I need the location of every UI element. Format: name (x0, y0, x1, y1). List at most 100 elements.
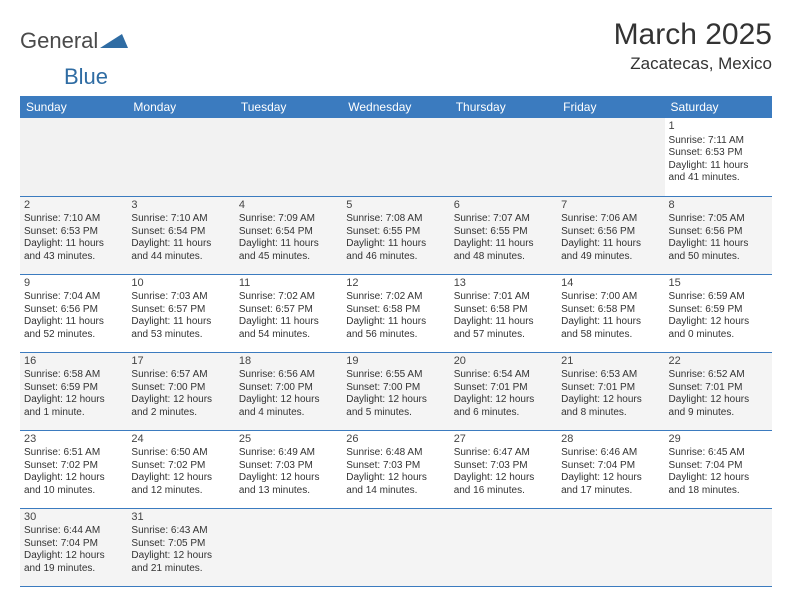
daylight-line1: Daylight: 12 hours (669, 472, 768, 485)
sunrise-line: Sunrise: 7:08 AM (346, 213, 445, 226)
day-number: 7 (561, 199, 660, 213)
calendar-day-cell: 20Sunrise: 6:54 AMSunset: 7:01 PMDayligh… (450, 352, 557, 430)
daylight-line2: and 41 minutes. (669, 172, 768, 185)
calendar-week-row: 1Sunrise: 7:11 AMSunset: 6:53 PMDaylight… (20, 118, 772, 196)
calendar-day-cell: 4Sunrise: 7:09 AMSunset: 6:54 PMDaylight… (235, 196, 342, 274)
daylight-line1: Daylight: 11 hours (669, 160, 768, 173)
sunset-line: Sunset: 7:04 PM (24, 538, 123, 551)
day-number: 29 (669, 433, 768, 447)
day-number: 14 (561, 277, 660, 291)
sunrise-line: Sunrise: 6:50 AM (131, 447, 230, 460)
logo: General (20, 18, 128, 54)
calendar-day-cell: 8Sunrise: 7:05 AMSunset: 6:56 PMDaylight… (665, 196, 772, 274)
daylight-line2: and 2 minutes. (131, 407, 230, 420)
daylight-line2: and 52 minutes. (24, 329, 123, 342)
sunrise-line: Sunrise: 7:05 AM (669, 213, 768, 226)
calendar-day-cell: 31Sunrise: 6:43 AMSunset: 7:05 PMDayligh… (127, 508, 234, 586)
daylight-line2: and 45 minutes. (239, 251, 338, 264)
calendar-day-cell: 18Sunrise: 6:56 AMSunset: 7:00 PMDayligh… (235, 352, 342, 430)
daylight-line1: Daylight: 12 hours (346, 472, 445, 485)
daylight-line2: and 57 minutes. (454, 329, 553, 342)
day-number: 10 (131, 277, 230, 291)
day-number: 12 (346, 277, 445, 291)
day-number: 30 (24, 511, 123, 525)
daylight-line1: Daylight: 12 hours (131, 550, 230, 563)
day-number: 18 (239, 355, 338, 369)
daylight-line2: and 53 minutes. (131, 329, 230, 342)
calendar-day-cell: 24Sunrise: 6:50 AMSunset: 7:02 PMDayligh… (127, 430, 234, 508)
logo-triangle-icon (100, 32, 128, 53)
calendar-day-cell: 16Sunrise: 6:58 AMSunset: 6:59 PMDayligh… (20, 352, 127, 430)
sunrise-line: Sunrise: 7:07 AM (454, 213, 553, 226)
sunset-line: Sunset: 7:01 PM (561, 382, 660, 395)
daylight-line2: and 1 minute. (24, 407, 123, 420)
calendar-week-row: 16Sunrise: 6:58 AMSunset: 6:59 PMDayligh… (20, 352, 772, 430)
daylight-line1: Daylight: 12 hours (346, 394, 445, 407)
sunrise-line: Sunrise: 6:49 AM (239, 447, 338, 460)
sunrise-line: Sunrise: 7:04 AM (24, 291, 123, 304)
sunrise-line: Sunrise: 6:59 AM (669, 291, 768, 304)
daylight-line2: and 13 minutes. (239, 485, 338, 498)
calendar-day-cell: 17Sunrise: 6:57 AMSunset: 7:00 PMDayligh… (127, 352, 234, 430)
daylight-line1: Daylight: 11 hours (454, 238, 553, 251)
sunrise-line: Sunrise: 6:44 AM (24, 525, 123, 538)
sunset-line: Sunset: 7:03 PM (454, 460, 553, 473)
daylight-line1: Daylight: 12 hours (561, 394, 660, 407)
calendar-day-cell: 14Sunrise: 7:00 AMSunset: 6:58 PMDayligh… (557, 274, 664, 352)
calendar-day-cell: 26Sunrise: 6:48 AMSunset: 7:03 PMDayligh… (342, 430, 449, 508)
day-number: 2 (24, 199, 123, 213)
daylight-line1: Daylight: 11 hours (131, 238, 230, 251)
daylight-line1: Daylight: 11 hours (346, 316, 445, 329)
daylight-line2: and 49 minutes. (561, 251, 660, 264)
calendar-day-cell: 6Sunrise: 7:07 AMSunset: 6:55 PMDaylight… (450, 196, 557, 274)
weekday-header: Saturday (665, 96, 772, 118)
sunset-line: Sunset: 6:56 PM (669, 226, 768, 239)
sunset-line: Sunset: 6:59 PM (669, 304, 768, 317)
day-number: 11 (239, 277, 338, 291)
sunset-line: Sunset: 7:04 PM (669, 460, 768, 473)
daylight-line1: Daylight: 11 hours (454, 316, 553, 329)
daylight-line1: Daylight: 11 hours (131, 316, 230, 329)
calendar-day-cell: 5Sunrise: 7:08 AMSunset: 6:55 PMDaylight… (342, 196, 449, 274)
daylight-line1: Daylight: 12 hours (669, 394, 768, 407)
daylight-line2: and 19 minutes. (24, 563, 123, 576)
daylight-line2: and 12 minutes. (131, 485, 230, 498)
daylight-line1: Daylight: 11 hours (24, 238, 123, 251)
day-number: 19 (346, 355, 445, 369)
sunrise-line: Sunrise: 6:57 AM (131, 369, 230, 382)
sunset-line: Sunset: 7:01 PM (454, 382, 553, 395)
daylight-line2: and 16 minutes. (454, 485, 553, 498)
calendar-week-row: 9Sunrise: 7:04 AMSunset: 6:56 PMDaylight… (20, 274, 772, 352)
daylight-line1: Daylight: 12 hours (24, 472, 123, 485)
daylight-line2: and 5 minutes. (346, 407, 445, 420)
calendar-day-cell: 1Sunrise: 7:11 AMSunset: 6:53 PMDaylight… (665, 118, 772, 196)
daylight-line1: Daylight: 11 hours (346, 238, 445, 251)
sunrise-line: Sunrise: 6:43 AM (131, 525, 230, 538)
daylight-line1: Daylight: 12 hours (454, 394, 553, 407)
calendar-day-cell: 3Sunrise: 7:10 AMSunset: 6:54 PMDaylight… (127, 196, 234, 274)
sunset-line: Sunset: 7:04 PM (561, 460, 660, 473)
calendar-day-cell: 27Sunrise: 6:47 AMSunset: 7:03 PMDayligh… (450, 430, 557, 508)
daylight-line1: Daylight: 11 hours (239, 238, 338, 251)
sunrise-line: Sunrise: 6:55 AM (346, 369, 445, 382)
day-number: 16 (24, 355, 123, 369)
logo-text-general: General (20, 28, 98, 54)
sunset-line: Sunset: 7:03 PM (346, 460, 445, 473)
sunrise-line: Sunrise: 7:11 AM (669, 135, 768, 148)
day-number: 8 (669, 199, 768, 213)
sunset-line: Sunset: 7:00 PM (239, 382, 338, 395)
calendar-week-row: 23Sunrise: 6:51 AMSunset: 7:02 PMDayligh… (20, 430, 772, 508)
sunrise-line: Sunrise: 6:46 AM (561, 447, 660, 460)
daylight-line2: and 56 minutes. (346, 329, 445, 342)
sunset-line: Sunset: 7:01 PM (669, 382, 768, 395)
sunset-line: Sunset: 6:58 PM (561, 304, 660, 317)
calendar-empty-cell (235, 118, 342, 196)
daylight-line1: Daylight: 11 hours (669, 238, 768, 251)
daylight-line1: Daylight: 12 hours (669, 316, 768, 329)
daylight-line1: Daylight: 11 hours (239, 316, 338, 329)
calendar-day-cell: 22Sunrise: 6:52 AMSunset: 7:01 PMDayligh… (665, 352, 772, 430)
sunset-line: Sunset: 7:03 PM (239, 460, 338, 473)
calendar-day-cell: 12Sunrise: 7:02 AMSunset: 6:58 PMDayligh… (342, 274, 449, 352)
sunset-line: Sunset: 6:55 PM (346, 226, 445, 239)
month-title: March 2025 (614, 18, 772, 52)
